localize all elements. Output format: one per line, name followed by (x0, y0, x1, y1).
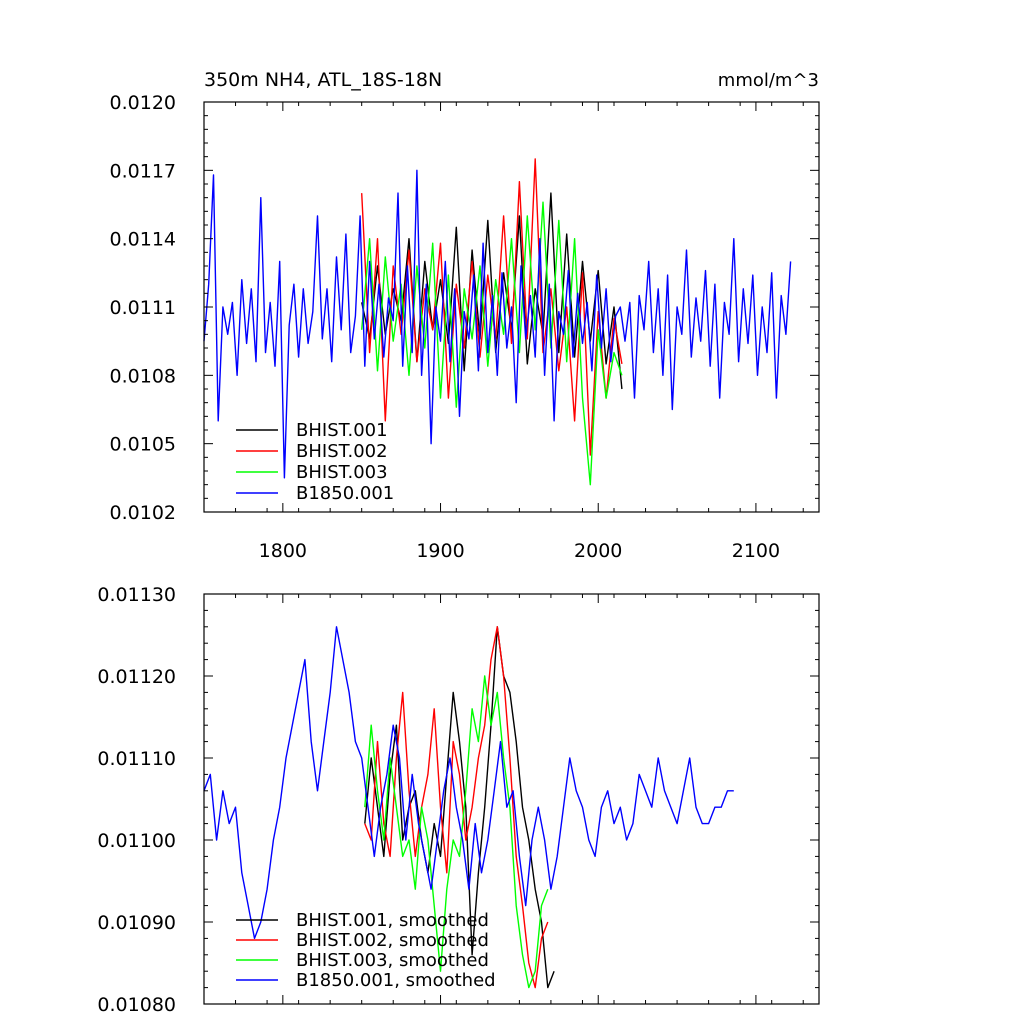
bottom-panel: 0.01080 0.01090 0.01100 0.01110 0.01120 0.011… (97, 584, 820, 1016)
bottom-legend-label-4: B1850.001, smoothed (296, 970, 496, 991)
top-panel-units: mmol/m^3 (718, 70, 819, 91)
top-legend-label-2: BHIST.002 (296, 441, 388, 462)
top-xtick-label: 2100 (732, 540, 780, 562)
top-series-line-4 (203, 169, 792, 479)
bottom-plot-frame (203, 593, 820, 1005)
bottom-tick-layer: 0.01080 0.01090 0.01100 0.01110 0.01120 0.011… (97, 584, 819, 1016)
top-legend-label-4: B1850.001 (296, 483, 394, 504)
top-xtick-label: 2000 (574, 540, 622, 562)
top-panel: 350m NH4, ATL_18S-18N mmol/m^3 0.01020.0… (110, 69, 820, 562)
top-xtick-label: 1900 (416, 540, 464, 562)
bottom-series-line-1 (364, 626, 555, 989)
top-tick-layer: 0.0102 0.0105 0.0108 0.0111 0.0114 0.0117 0.01… (110, 92, 819, 562)
bottom-ytick-label: 0.01080 (97, 994, 176, 1016)
top-ytick-label: 0.0105 (110, 434, 176, 456)
bottom-legend-label-1: BHIST.001, smoothed (296, 910, 489, 931)
bottom-legend-label-2: BHIST.002, smoothed (296, 930, 489, 951)
top-panel-title: 350m NH4, ATL_18S-18N (204, 69, 442, 91)
bottom-legend-label-3: BHIST.003, smoothed (296, 950, 489, 971)
top-ytick-label: 0.0102 (110, 502, 176, 524)
bottom-ytick-label: 0.01120 (97, 666, 176, 688)
top-xtick-label: 1800 (259, 540, 307, 562)
top-ytick-label: 0.0114 (110, 229, 176, 251)
top-legend-label-1: BHIST.001 (296, 420, 388, 441)
bottom-series-line-2 (364, 626, 549, 989)
bottom-ytick-label: 0.01110 (97, 748, 176, 770)
top-ytick-label: 0.0111 (110, 297, 176, 319)
top-plot-frame (203, 101, 820, 513)
bottom-series-line-3 (364, 675, 549, 989)
top-ytick-label: 0.0117 (110, 160, 176, 182)
bottom-series-line-4 (203, 626, 734, 940)
bottom-ytick-label: 0.01130 (97, 584, 176, 606)
bottom-series-layer (203, 626, 734, 989)
bottom-ytick-label: 0.01090 (97, 912, 176, 934)
top-legend-label-3: BHIST.003 (296, 462, 388, 483)
top-ytick-label: 0.0108 (110, 365, 176, 387)
top-ytick-label: 0.0120 (110, 92, 176, 114)
top-series-layer (203, 158, 792, 486)
bottom-ytick-label: 0.01100 (97, 830, 176, 852)
